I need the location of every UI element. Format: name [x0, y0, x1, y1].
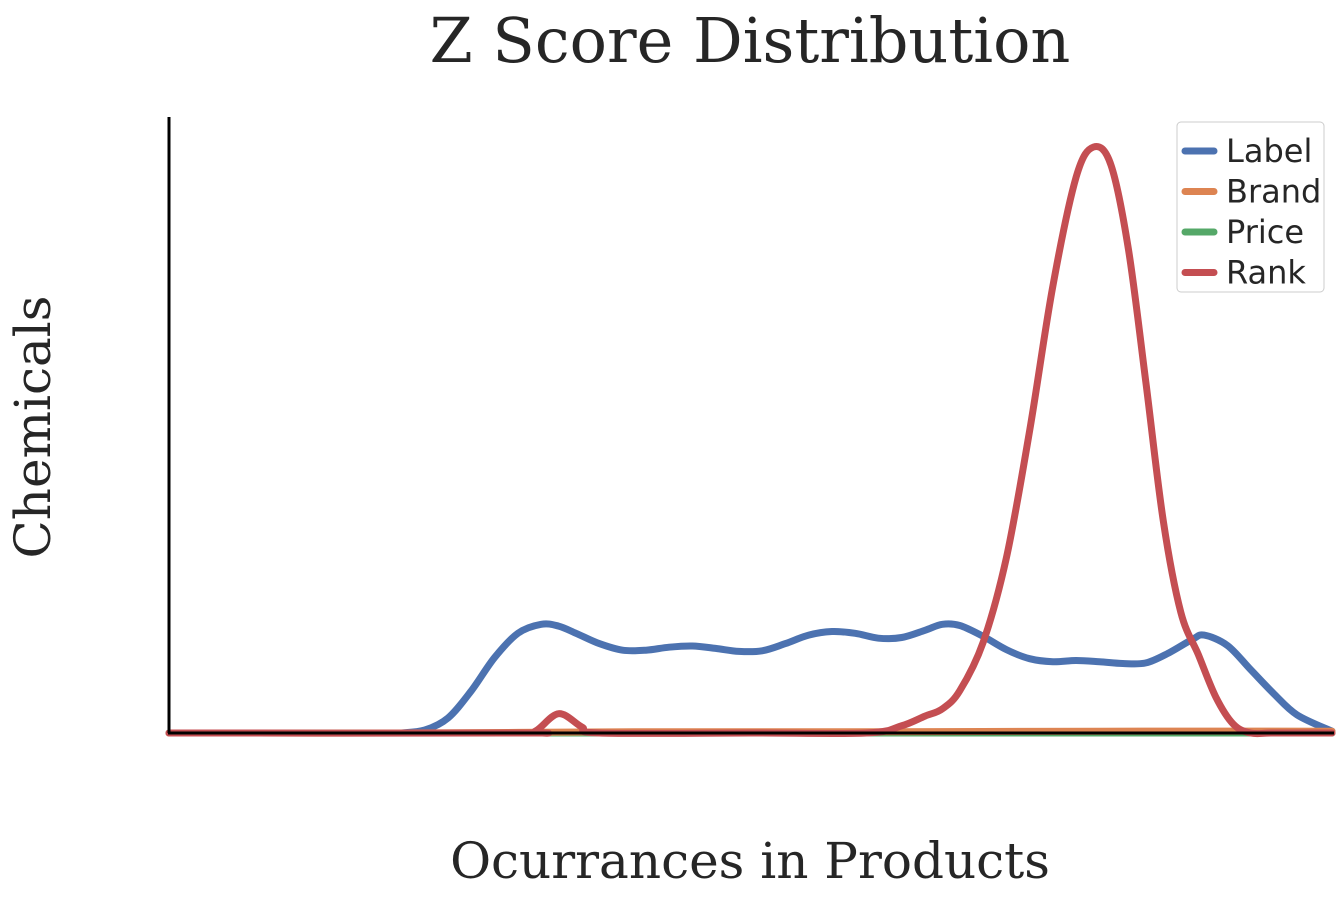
y-axis-title: Chemicals — [4, 296, 62, 559]
legend-label-brand: Brand — [1226, 173, 1321, 211]
chart-title: Z Score Distribution — [430, 4, 1071, 77]
legend-label-rank: Rank — [1226, 254, 1306, 292]
x-axis-title: Ocurrances in Products — [450, 832, 1050, 890]
legend-box — [1176, 121, 1325, 293]
series-line-label — [398, 620, 1336, 737]
legend-label-label: Label — [1226, 132, 1312, 170]
legend-label-price: Price — [1226, 213, 1304, 251]
series-layer — [165, 143, 1336, 738]
series-line-rank — [165, 143, 1336, 738]
